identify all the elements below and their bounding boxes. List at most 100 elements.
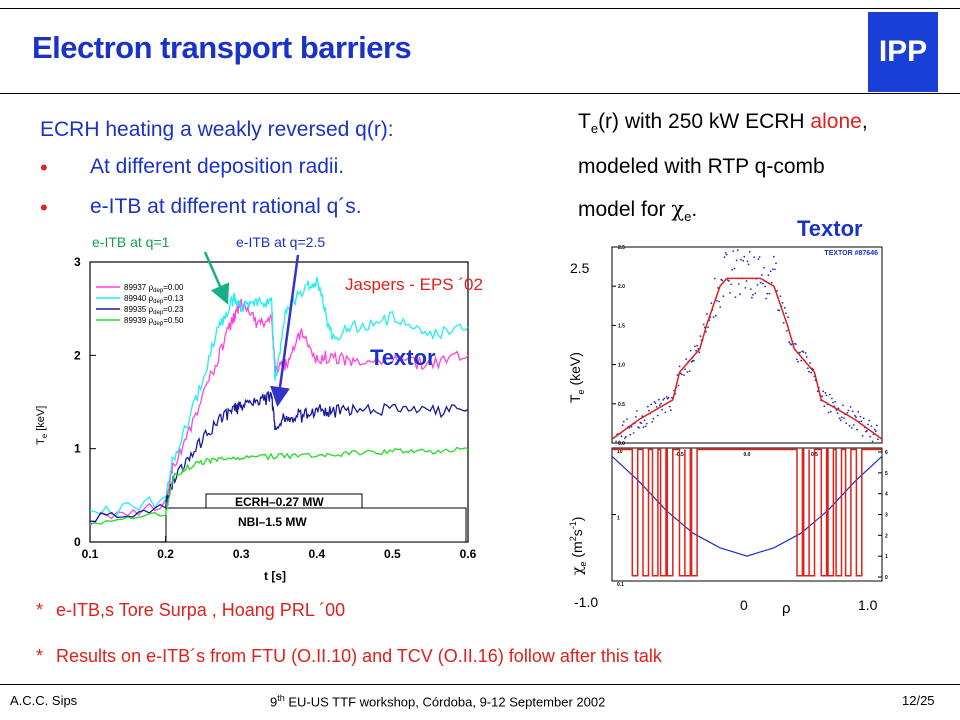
te-data-point: [744, 287, 747, 289]
y-tick-label: 3: [74, 255, 81, 269]
te-data-point: [873, 428, 876, 431]
te-data-point: [794, 343, 797, 345]
te-data-point: [786, 329, 788, 332]
te-data-point: [876, 424, 878, 427]
te-data-point: [774, 268, 776, 271]
te-data-point: [644, 425, 647, 428]
te-data-point: [829, 410, 832, 413]
te-data-point: [799, 351, 801, 354]
te-data-point: [721, 279, 724, 282]
footer-event-num: 9: [270, 694, 278, 710]
page-title: Electron transport barriers: [32, 30, 412, 65]
te-data-point: [712, 316, 715, 318]
te-data-point: [810, 371, 812, 374]
te-data-point: [822, 390, 825, 393]
te-data-point: [850, 427, 853, 429]
te-data-point: [623, 437, 626, 440]
bullet-2: • e-ITB at different rational q´s.: [40, 195, 362, 221]
te-data-point: [664, 411, 667, 414]
right-line-3-text: model for: [578, 198, 672, 221]
y-tick-label: 2.0: [618, 284, 625, 290]
te-data-point: [870, 425, 873, 427]
te-data-point: [646, 405, 649, 408]
te-data-point: [660, 402, 662, 405]
te-data-point: [869, 435, 872, 438]
te-data-point: [618, 440, 621, 443]
te-data-point: [634, 416, 637, 418]
te-data-point: [754, 292, 757, 295]
reference-2: * Results on e-ITB´s from FTU (O.II.10) …: [36, 646, 662, 667]
te-data-point: [725, 253, 728, 256]
xtick-0: 0: [740, 597, 748, 613]
te-data-point: [739, 293, 741, 296]
te-data-point: [804, 352, 807, 354]
te-data-point: [698, 351, 701, 354]
chart-title: TEXTOR #87646: [824, 250, 878, 257]
series-line-89939: [89, 446, 469, 525]
ref-star: *: [36, 646, 44, 666]
legend-entry: 89935 ρdep=0.23: [124, 305, 184, 316]
te-data-point: [652, 417, 655, 420]
x-axis-label: t [s]: [264, 569, 286, 583]
te-data-point: [753, 256, 755, 259]
te-data-point: [758, 256, 761, 258]
te-symbol: T: [578, 110, 591, 133]
te-data-point: [733, 267, 736, 270]
te-data-point: [757, 258, 760, 261]
te-data-point: [756, 284, 759, 286]
te-data-point: [860, 420, 863, 423]
te-data-point: [868, 419, 871, 422]
y-tick-label: 1: [617, 516, 620, 522]
xtick-1: 1.0: [858, 597, 878, 613]
xtick-minus1: -1.0: [574, 594, 598, 610]
te-data-point: [669, 409, 672, 412]
te-data-point: [680, 373, 683, 376]
te-data-point: [823, 405, 826, 408]
label-itb-q1: e-ITB at q=1: [92, 234, 170, 250]
te-data-point: [735, 259, 738, 262]
te-data-point: [857, 410, 860, 413]
te-data-point: [632, 432, 635, 434]
te-data-point: [751, 296, 753, 299]
te-data-point: [745, 280, 748, 282]
te-data-point: [728, 280, 730, 282]
te-data-point: [729, 292, 731, 294]
te-data-point: [848, 424, 851, 427]
te-data-point: [828, 393, 831, 396]
y-tick-label: 0.5: [618, 402, 625, 408]
footer-author: A.C.C. Sips: [10, 693, 78, 708]
te-data-point: [759, 281, 762, 284]
te-data-point: [781, 301, 784, 304]
te-model-curve: [611, 277, 883, 440]
te-data-point: [650, 403, 652, 406]
te-data-point: [840, 416, 843, 419]
arrow-q1: [203, 251, 230, 305]
te-data-point: [800, 359, 803, 362]
te-data-point: [684, 368, 686, 371]
y-right-tick-label: 5: [885, 471, 888, 477]
te-data-point: [718, 300, 720, 303]
te-data-point: [769, 270, 772, 273]
label-itb-q25: e-ITB at q=2.5: [236, 234, 326, 250]
ref-star: *: [36, 600, 44, 620]
te-data-point: [622, 420, 625, 423]
te-data-point: [867, 423, 869, 426]
plot-frame: [611, 246, 883, 444]
y-tick-label: 0: [74, 535, 81, 549]
te-data-point: [732, 250, 735, 252]
te-data-point: [716, 300, 718, 302]
te-data-point: [845, 422, 848, 425]
te-data-point: [854, 414, 856, 417]
ref-text: e-ITB,s Tore Surpa , Hoang PRL ´00: [56, 600, 346, 620]
te-data-point: [686, 371, 689, 373]
y-right-tick-label: 3: [885, 513, 888, 519]
te-data-point: [636, 410, 638, 412]
y-axis-label: χe (m2s-1): [568, 517, 588, 575]
te-data-point: [809, 362, 811, 364]
bullet-text: At different deposition radii.: [90, 155, 345, 178]
y-tick-label: 10: [617, 449, 623, 455]
te-data-point: [678, 365, 681, 368]
te-data-point: [683, 374, 685, 376]
x-top-tick-label: 0.0: [744, 452, 751, 458]
